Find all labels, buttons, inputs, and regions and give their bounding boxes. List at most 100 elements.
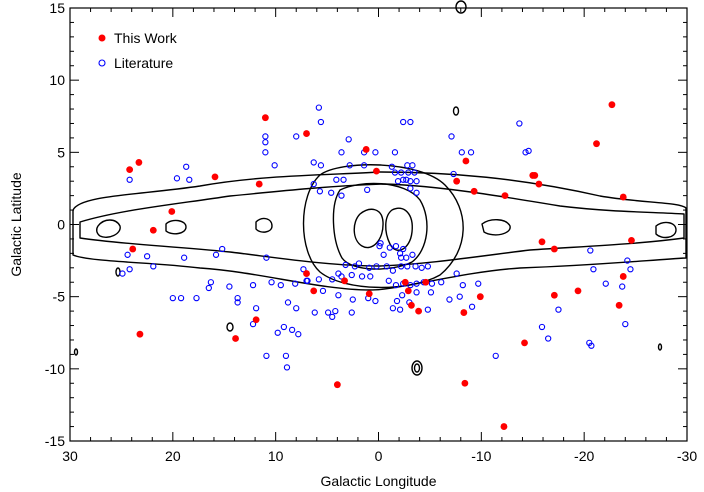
literature-point	[355, 260, 363, 267]
this-work-point	[149, 226, 157, 234]
literature-point	[315, 104, 323, 111]
literature-point	[317, 118, 325, 126]
this-work-point	[619, 273, 627, 280]
literature-point	[456, 293, 463, 300]
this-work-point	[135, 159, 143, 166]
literature-point	[186, 176, 193, 183]
literature-point	[277, 281, 284, 289]
literature-point	[169, 294, 176, 302]
literature-point	[475, 280, 482, 287]
literature-point	[366, 264, 373, 271]
literature-point	[409, 162, 416, 169]
literature-point	[394, 178, 402, 185]
literature-point	[288, 326, 296, 334]
literature-point	[119, 270, 126, 277]
literature-point	[364, 186, 371, 194]
literature-point	[397, 263, 405, 270]
literature-point	[335, 270, 342, 277]
this-work-point	[462, 157, 470, 165]
this-work-point	[521, 339, 528, 347]
literature-point	[234, 294, 241, 302]
literature-point	[400, 176, 407, 183]
literature-point	[284, 299, 292, 306]
literature-point	[409, 251, 416, 258]
this-work-point	[529, 172, 537, 179]
literature-point	[345, 136, 352, 143]
this-work-point	[129, 245, 137, 253]
x-tick-label: 20	[165, 448, 181, 464]
literature-point	[212, 251, 220, 258]
literature-point	[383, 263, 390, 270]
literature-point	[427, 289, 435, 296]
literature-point	[310, 180, 317, 188]
literature-point	[249, 320, 257, 328]
this-work-point	[126, 166, 134, 174]
this-work-point	[365, 290, 373, 298]
this-work-point	[362, 146, 370, 153]
literature-point	[622, 320, 629, 328]
this-work-point	[168, 208, 176, 215]
axis-tick-labels: 30 20 10 0 -10 -20 -30 15 10 5 0 -5 -10 -15	[45, 0, 698, 464]
literature-point	[424, 263, 432, 270]
literature-point	[400, 118, 407, 126]
literature-point	[627, 266, 634, 273]
literature-point	[293, 305, 300, 312]
literature-point	[392, 242, 400, 250]
x-axis-title: Galactic Longitude	[321, 473, 437, 489]
literature-point	[338, 149, 345, 156]
literature-point	[446, 296, 453, 303]
literature-point	[280, 323, 288, 331]
literature-point	[555, 306, 562, 313]
contour-blob-small-4	[226, 322, 234, 332]
this-work-point	[211, 173, 219, 181]
literature-point	[124, 251, 131, 258]
this-work-point	[303, 270, 310, 277]
literature-point	[458, 149, 465, 156]
literature-point	[329, 276, 336, 283]
literature-point	[263, 254, 270, 261]
literature-point	[274, 329, 281, 336]
literature-point	[459, 281, 466, 289]
literature-point	[413, 178, 420, 185]
y-tick-label: 0	[57, 217, 65, 233]
literature-point	[329, 313, 336, 321]
literature-point	[522, 149, 529, 156]
contour-blob-lower	[411, 360, 423, 376]
this-work-point	[608, 101, 616, 109]
literature-point	[234, 299, 241, 306]
legend-this-work-label: This Work	[114, 30, 178, 46]
literature-point	[292, 280, 299, 287]
literature-point	[351, 263, 358, 270]
this-work-point	[593, 140, 600, 148]
this-work-point	[232, 335, 239, 342]
literature-point	[293, 133, 300, 140]
contour-band	[79, 183, 685, 267]
this-work-point	[574, 287, 582, 295]
y-tick-label: 15	[49, 0, 65, 16]
literature-point	[404, 263, 411, 270]
literature-point	[207, 279, 215, 286]
literature-point	[349, 296, 356, 303]
literature-point	[348, 271, 355, 279]
literature-point	[413, 289, 420, 296]
x-tick-label: -20	[574, 448, 594, 464]
literature-point	[403, 176, 410, 183]
contour-blob-small-1	[452, 106, 460, 116]
literature-point	[219, 245, 226, 253]
contour-knot-mid	[255, 217, 273, 233]
literature-point	[388, 163, 396, 170]
literature-point	[317, 162, 325, 169]
this-work-point	[619, 193, 627, 201]
literature-point	[619, 283, 626, 290]
literature-point	[453, 270, 460, 277]
literature-point	[418, 264, 425, 271]
literature-point	[407, 281, 414, 289]
x-tick-label: 10	[268, 448, 284, 464]
this-work-point	[460, 309, 468, 316]
legend-this-work-marker	[98, 34, 106, 42]
literature-point	[602, 280, 609, 287]
literature-point	[396, 306, 404, 313]
literature-point	[525, 147, 532, 155]
this-work-point	[461, 379, 469, 387]
